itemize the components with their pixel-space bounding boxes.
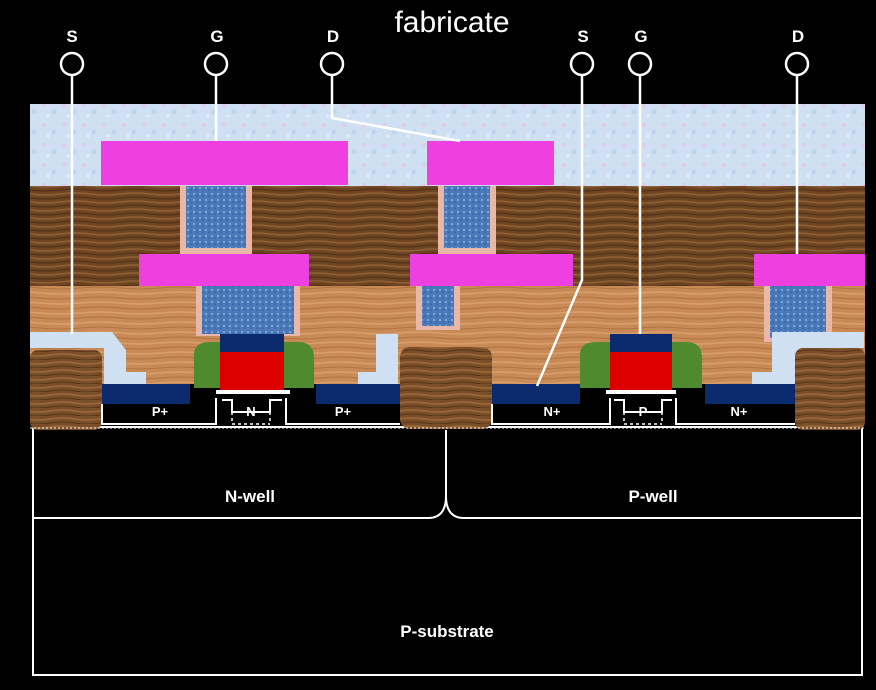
terminal-label-left-source: S xyxy=(66,27,77,46)
silicide-left-1 xyxy=(102,384,190,404)
diagram-title: fabricate xyxy=(394,6,509,39)
gate-poly-right xyxy=(610,350,672,390)
metal1-left xyxy=(139,254,309,286)
via-upper-left xyxy=(186,186,246,248)
terminal-node-right-drain xyxy=(784,51,810,77)
gate-oxide-right xyxy=(606,390,676,394)
contact-liner xyxy=(752,332,864,385)
well-boundary xyxy=(33,430,862,519)
diffusion-outline-left xyxy=(101,398,400,425)
silicide-right-2 xyxy=(705,384,795,404)
gate-poly-left xyxy=(220,350,284,390)
metal2-left xyxy=(101,141,348,185)
gate-oxide-left xyxy=(216,390,290,394)
terminal-label-right-source: S xyxy=(577,27,588,46)
terminal-node-right-gate xyxy=(627,51,653,77)
terminal-node-left-source xyxy=(59,51,85,77)
via-lower-left xyxy=(202,286,294,334)
channel-boundary-left xyxy=(231,412,271,424)
field-oxide-left xyxy=(30,350,102,430)
p-substrate-label: P-substrate xyxy=(400,622,494,641)
contact-liner xyxy=(30,332,146,385)
via-lower-right xyxy=(770,286,826,338)
silicide-right-1 xyxy=(492,384,580,404)
metal2-right xyxy=(427,141,554,185)
region-label-p-plus-left-2: P+ xyxy=(335,404,352,419)
region-label-n-plus-right: N+ xyxy=(544,404,561,419)
p-well-label: P-well xyxy=(628,487,677,506)
field-oxide-right xyxy=(795,348,865,430)
terminal-node-left-drain xyxy=(319,51,345,77)
gate-cap-right xyxy=(610,334,672,352)
diffusion-outline-right xyxy=(491,398,795,425)
via-upper-mid xyxy=(444,186,490,248)
region-label-p-plus-left: P+ xyxy=(152,404,169,419)
terminal-label-left-gate: G xyxy=(210,27,223,46)
contact-liner xyxy=(358,334,398,385)
region-label-n-left: N xyxy=(246,404,255,419)
via-lower-mid xyxy=(422,286,454,326)
terminal-label-right-drain: D xyxy=(792,27,804,46)
n-well-label: N-well xyxy=(225,487,275,506)
metal1-right xyxy=(754,254,865,286)
substrate-region xyxy=(32,426,863,676)
region-label-n-plus-right-2: N+ xyxy=(731,404,748,419)
field-oxide-mid xyxy=(400,347,492,429)
region-label-p-right: P xyxy=(639,404,648,419)
terminal-node-left-gate xyxy=(203,51,229,77)
terminal-node-right-source xyxy=(569,51,595,77)
gate-cap-left xyxy=(220,334,284,352)
metal1-mid xyxy=(410,254,573,286)
terminal-label-left-drain: D xyxy=(327,27,339,46)
silicide-left-2 xyxy=(316,384,400,404)
terminal-wires xyxy=(70,76,799,387)
channel-boundary-right xyxy=(623,412,663,424)
terminal-label-right-gate: G xyxy=(634,27,647,46)
